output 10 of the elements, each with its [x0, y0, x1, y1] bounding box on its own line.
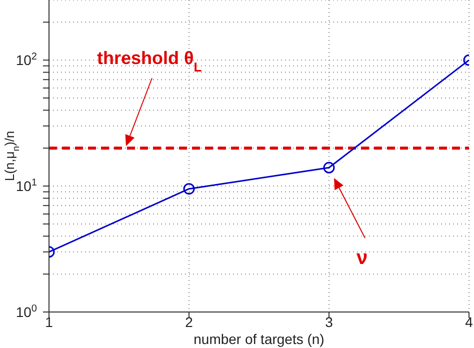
y-tick-label: 10$^{2}$ — [16, 51, 38, 68]
annotation: ν — [356, 247, 368, 269]
x-tick-label: 2 — [185, 314, 194, 330]
ref-line-label: threshold θ$_{L}$ — [97, 48, 202, 74]
x-tick-label: 4 — [465, 314, 474, 330]
x-tick-label: 3 — [325, 314, 334, 330]
x-axis-title: number of targets (n) — [194, 331, 324, 347]
x-tick-label: 1 — [45, 314, 54, 330]
y-tick-label: 10$^{0}$ — [16, 303, 38, 320]
y-tick-label: 10$^{1}$ — [16, 177, 38, 194]
